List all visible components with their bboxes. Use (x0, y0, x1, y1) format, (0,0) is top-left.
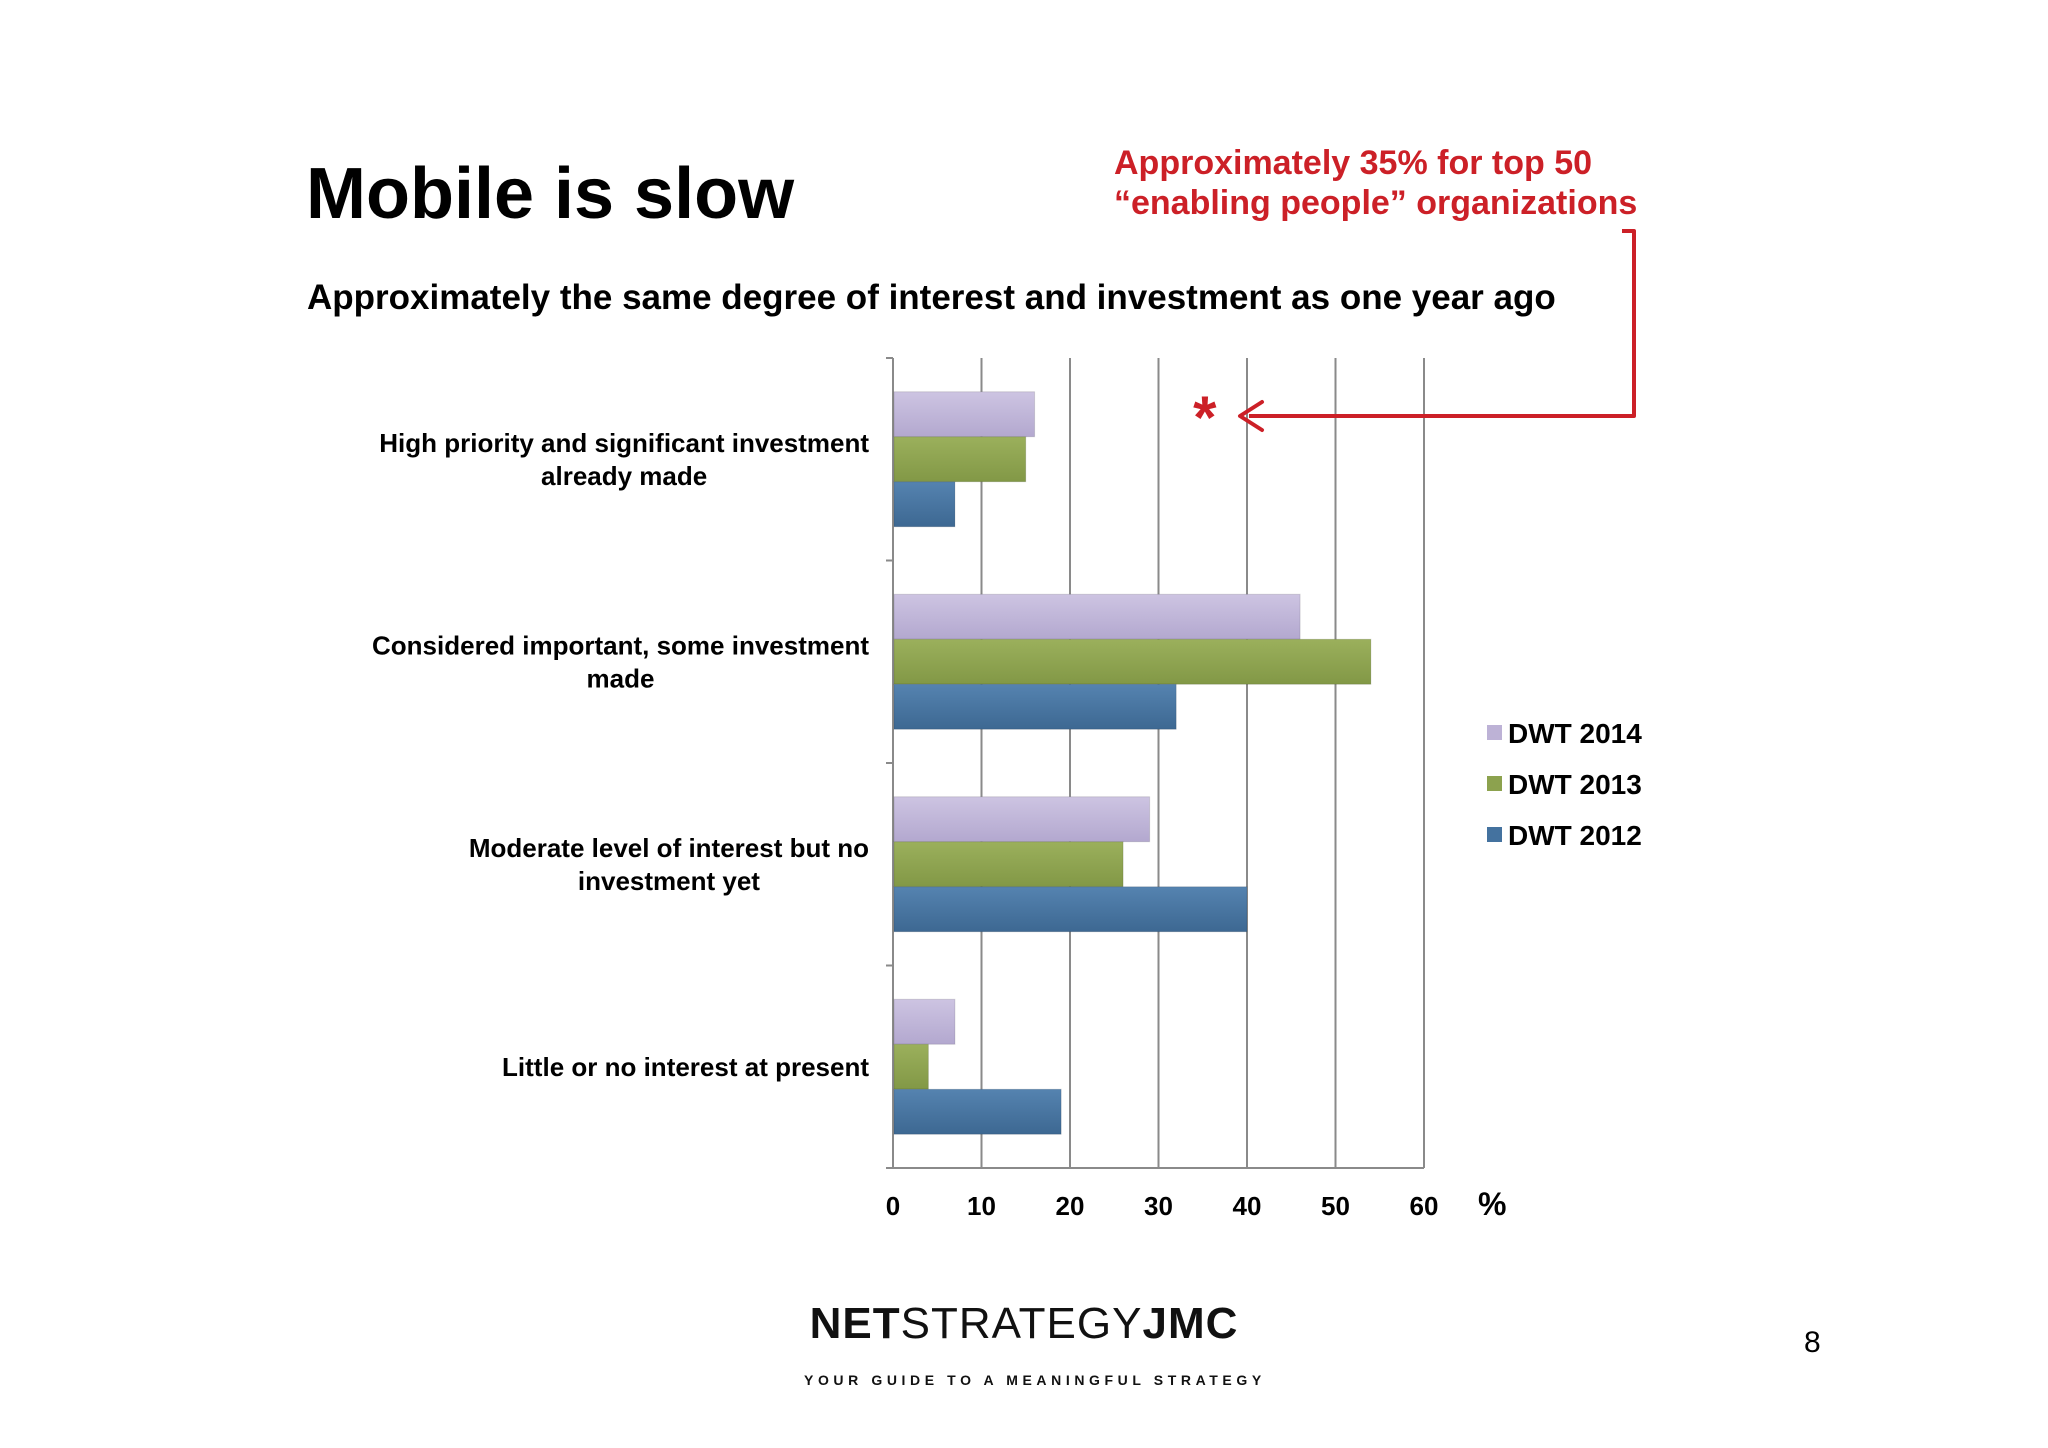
chart-bars (893, 391, 1372, 1135)
logo-wordmark: NETSTRATEGYJMC (804, 1302, 1244, 1346)
legend-swatch-1 (1487, 776, 1502, 791)
bar-dwt-2013-cat-3 (893, 1043, 929, 1090)
bar-dwt-2014-cat-0 (893, 391, 1036, 438)
legend-swatch-2 (1487, 827, 1502, 842)
category-labels: High priority and significant investment… (372, 428, 869, 1082)
logo-part-net: NET (809, 1299, 901, 1348)
page-number: 8 (1804, 1326, 1821, 1359)
legend-label-0: DWT 2014 (1508, 718, 1642, 749)
callout-asterisk: * (1193, 384, 1217, 451)
chart-gridlines (980, 358, 1425, 1168)
bar-dwt-2012-cat-2 (893, 886, 1248, 933)
callout-arrow: * (1193, 229, 1636, 451)
slide-title: Mobile is slow (306, 154, 795, 234)
bar-dwt-2013-cat-0 (893, 436, 1027, 483)
category-label-2: Moderate level of interest but no investm… (469, 833, 869, 896)
legend-label-1: DWT 2013 (1508, 769, 1642, 800)
category-label-3: Little or no interest at present (502, 1052, 869, 1082)
x-tick-label-40: 40 (1233, 1191, 1262, 1221)
bar-dwt-2014-cat-1 (893, 593, 1301, 640)
chart-legend: DWT 2014 DWT 2013 DWT 2012 (1487, 718, 1642, 851)
logo-part-jmc: JMC (1142, 1299, 1239, 1348)
callout-arrow-line (1249, 229, 1636, 418)
slide-subtitle: Approximately the same degree of interes… (307, 278, 1556, 317)
callout-annotation: Approximately 35% for top 50 “enabling p… (1114, 143, 1637, 223)
bar-dwt-2014-cat-3 (893, 998, 956, 1045)
callout-arrowhead (1238, 400, 1264, 432)
x-tick-labels: 0 10 20 30 40 50 60 (886, 1191, 1439, 1221)
bar-dwt-2012-cat-0 (893, 481, 956, 528)
x-tick-label-10: 10 (967, 1191, 996, 1221)
category-label-0: High priority and significant investment… (379, 428, 869, 491)
callout-line-1: Approximately 35% for top 50 (1114, 144, 1593, 182)
x-tick-label-30: 30 (1144, 1191, 1173, 1221)
bar-dwt-2014-cat-2 (893, 796, 1151, 843)
x-tick-label-50: 50 (1321, 1191, 1350, 1221)
logo-tagline: YOUR GUIDE TO A MEANINGFUL STRATEGY (804, 1372, 1266, 1388)
bar-dwt-2012-cat-3 (893, 1088, 1062, 1135)
bar-dwt-2012-cat-1 (893, 683, 1177, 730)
callout-line-2: “enabling people” organizations (1114, 184, 1638, 222)
x-tick-label-60: 60 (1410, 1191, 1439, 1221)
bar-dwt-2013-cat-2 (893, 841, 1124, 888)
logo-part-strategy: STRATEGY (900, 1299, 1143, 1348)
x-tick-label-20: 20 (1056, 1191, 1085, 1221)
company-logo: NETSTRATEGYJMC YOUR GUIDE TO A MEANINGFU… (804, 1302, 1266, 1389)
unit-label: % (1478, 1186, 1506, 1222)
x-tick-label-0: 0 (886, 1191, 900, 1221)
legend-label-2: DWT 2012 (1508, 820, 1642, 851)
category-label-1: Considered important, some investment mad… (372, 630, 869, 693)
chart-axes (886, 357, 1424, 1169)
legend-swatch-0 (1487, 725, 1502, 740)
bar-dwt-2013-cat-1 (893, 638, 1372, 685)
